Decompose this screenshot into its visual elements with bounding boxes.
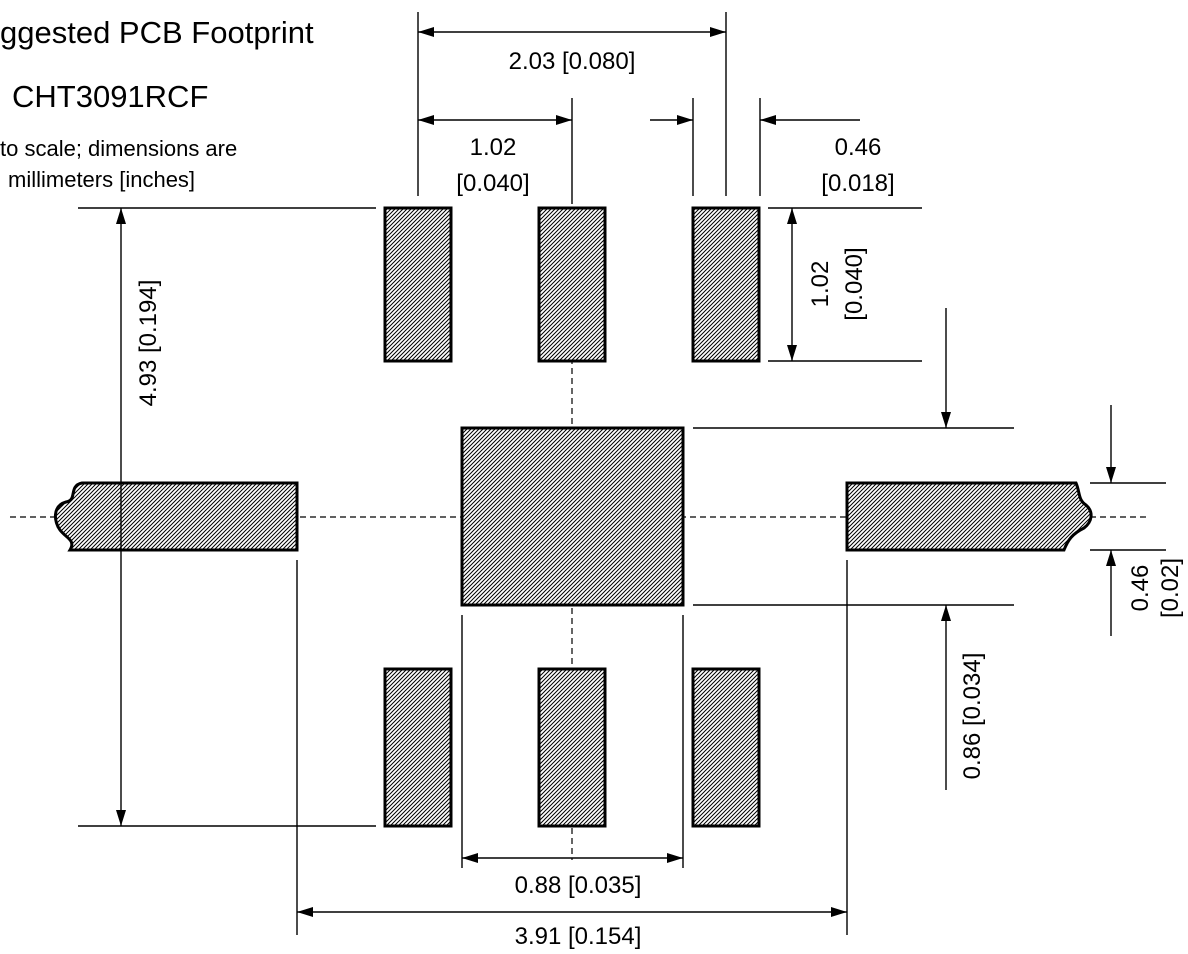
note-line-2: millimeters [inches]: [8, 167, 195, 192]
dim-pad-width-in-label: [0.018]: [821, 170, 894, 197]
dim-pad-length-mm-label: 1.02: [807, 261, 834, 308]
title-line-2: CHT3091RCF: [12, 79, 208, 114]
dim-side-pad-height-mm-label: 0.46: [1127, 565, 1154, 612]
dim-side-pad-height-in-label: [0.02]: [1157, 558, 1184, 618]
dim-pitch-mm-label: 1.02: [470, 134, 517, 161]
dim-center-pad-width-label: 0.88 [0.035]: [515, 872, 642, 899]
dim-pitch-in-label: [0.040]: [456, 170, 529, 197]
side-lead-right: [845, 481, 1093, 552]
pad-top-right: [691, 206, 761, 363]
pad-top-center: [537, 206, 607, 363]
center-thermal-pad: [460, 426, 685, 607]
dim-center-gap-label: 0.86 [0.034]: [959, 653, 986, 780]
dim-overall-width-label: 3.91 [0.154]: [515, 923, 642, 950]
side-lead-left: [54, 481, 299, 552]
pad-bottom-left: [383, 667, 453, 828]
title-line-1: ggested PCB Footprint: [0, 15, 314, 50]
pad-top-left: [383, 206, 453, 363]
dim-overall-height-label: 4.93 [0.194]: [135, 280, 162, 407]
pad-bottom-right: [691, 667, 761, 828]
note-line-1: to scale; dimensions are: [0, 136, 237, 161]
dim-pad-width-mm-label: 0.46: [835, 134, 882, 161]
dim-pitch-2x-label: 2.03 [0.080]: [509, 48, 636, 75]
dim-pad-length-in-label: [0.040]: [841, 247, 868, 320]
pad-bottom-center: [537, 667, 607, 828]
